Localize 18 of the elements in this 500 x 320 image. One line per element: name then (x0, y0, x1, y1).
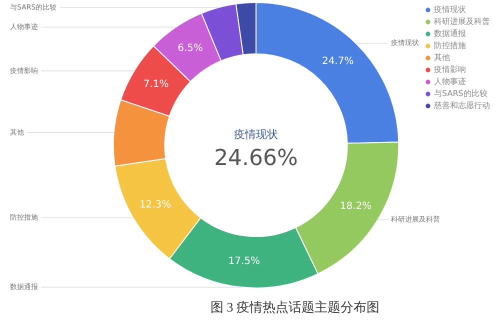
legend-label: 慈善和志愿行动 (433, 101, 490, 110)
legend-label: 防控措施 (434, 41, 466, 50)
legend-label: 疫情现状 (434, 5, 466, 14)
legend-label: 数据通报 (434, 29, 466, 38)
data-label: 18.2% (340, 200, 372, 212)
text: 疫情现状 (234, 128, 278, 142)
data-label: 12.3% (139, 199, 172, 210)
legend-label: 其他 (434, 53, 450, 62)
legend-label: 科研进展及科普 (434, 17, 490, 26)
data-label: 7.1% (143, 78, 169, 90)
legend-label: 与SARS的比较 (434, 89, 488, 98)
legend-label: 疫情影响 (434, 65, 466, 74)
data-label: 6.5% (178, 42, 203, 54)
text: 24.66% (214, 146, 298, 171)
data-label: 17.5% (228, 256, 260, 268)
legend-label: 人物事迹 (434, 77, 466, 86)
text: 图 3 疫情热点话题主题分布图 (210, 300, 380, 315)
data-label: 24.7% (322, 56, 354, 68)
